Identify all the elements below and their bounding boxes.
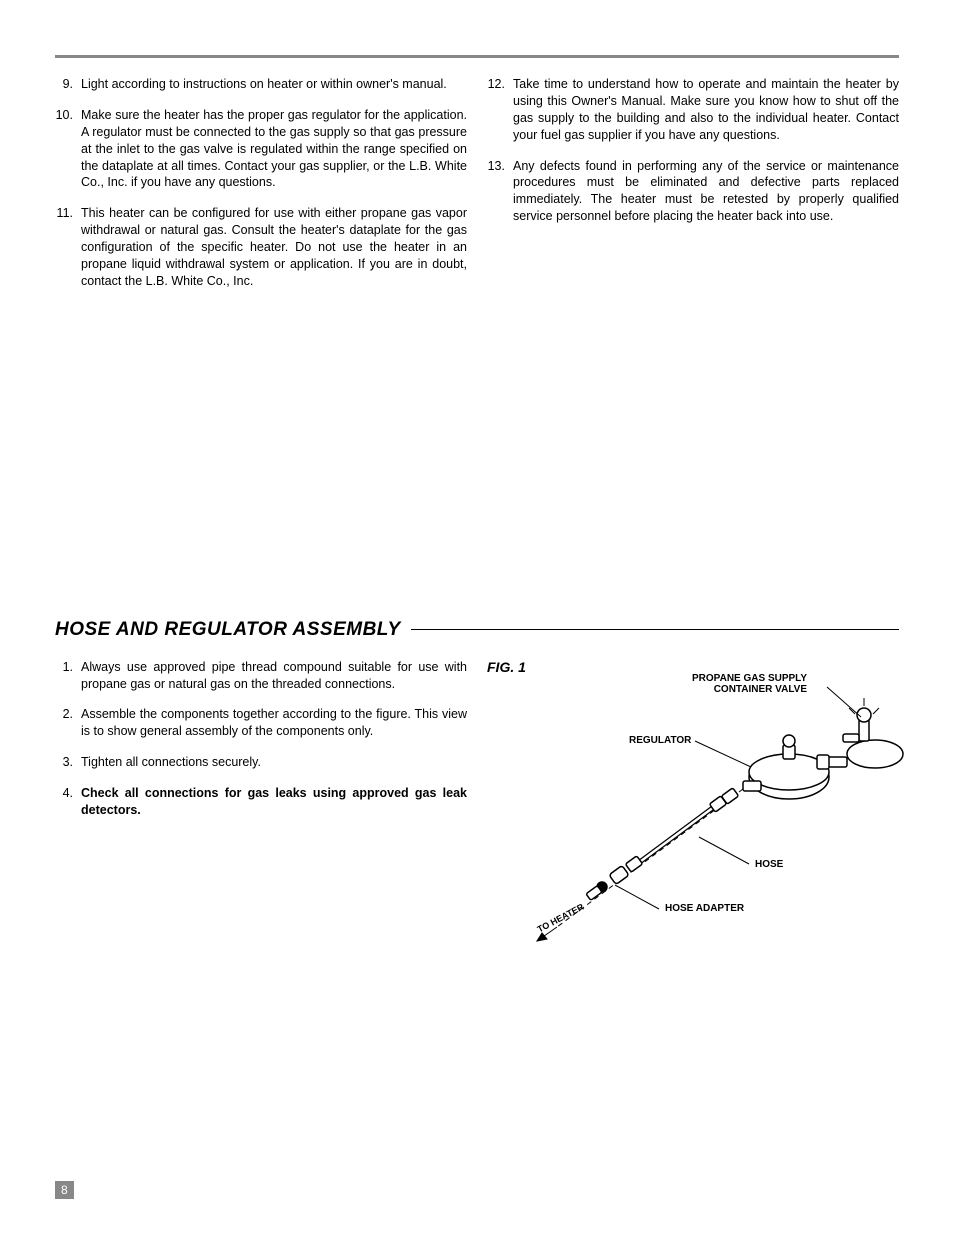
item-number: 12.: [487, 76, 513, 144]
item-number: 13.: [487, 158, 513, 226]
item-text: This heater can be configured for use wi…: [81, 205, 467, 289]
lower-left-column: 1. Always use approved pipe thread compo…: [55, 659, 467, 833]
item-number: 2.: [55, 706, 81, 740]
assembly-diagram: [487, 659, 907, 999]
label-supply-line1: PROPANE GAS SUPPLY: [692, 673, 807, 684]
item-number: 11.: [55, 205, 81, 289]
section-title: HOSE AND REGULATOR ASSEMBLY: [55, 619, 411, 641]
label-supply-line2: CONTAINER VALVE: [700, 684, 807, 695]
lower-columns: 1. Always use approved pipe thread compo…: [55, 659, 899, 833]
item-text: Light according to instructions on heate…: [81, 76, 467, 93]
list-item: 12. Take time to understand how to opera…: [487, 76, 899, 144]
list-item: 4. Check all connections for gas leaks u…: [55, 785, 467, 819]
page-number: 8: [55, 1181, 74, 1199]
item-number: 4.: [55, 785, 81, 819]
top-left-list: 9. Light according to instructions on he…: [55, 76, 467, 290]
label-regulator: REGULATOR: [629, 735, 691, 746]
top-left-column: 9. Light according to instructions on he…: [55, 76, 467, 304]
top-right-list: 12. Take time to understand how to opera…: [487, 76, 899, 225]
label-hose: HOSE: [755, 859, 783, 870]
item-number: 3.: [55, 754, 81, 771]
list-item: 2. Assemble the components together acco…: [55, 706, 467, 740]
label-hose-adapter: HOSE ADAPTER: [665, 903, 744, 914]
top-columns: 9. Light according to instructions on he…: [55, 76, 899, 304]
list-item: 13. Any defects found in performing any …: [487, 158, 899, 226]
section-title-row: HOSE AND REGULATOR ASSEMBLY: [55, 619, 899, 641]
list-item: 10. Make sure the heater has the proper …: [55, 107, 467, 191]
label-supply: PROPANE GAS SUPPLY CONTAINER VALVE: [692, 673, 807, 695]
lower-right-column: FIG. 1: [487, 659, 899, 833]
assembly-list: 1. Always use approved pipe thread compo…: [55, 659, 467, 819]
list-item: 1. Always use approved pipe thread compo…: [55, 659, 467, 693]
item-text: Assemble the components together accordi…: [81, 706, 467, 740]
top-rule: [55, 55, 899, 58]
item-text: Always use approved pipe thread compound…: [81, 659, 467, 693]
item-text: Make sure the heater has the proper gas …: [81, 107, 467, 191]
item-text: Tighten all connections securely.: [81, 754, 467, 771]
item-number: 9.: [55, 76, 81, 93]
item-number: 1.: [55, 659, 81, 693]
list-item: 3. Tighten all connections securely.: [55, 754, 467, 771]
item-text: Take time to understand how to operate a…: [513, 76, 899, 144]
list-item: 11. This heater can be configured for us…: [55, 205, 467, 289]
item-text: Check all connections for gas leaks usin…: [81, 785, 467, 819]
item-text: Any defects found in performing any of t…: [513, 158, 899, 226]
top-right-column: 12. Take time to understand how to opera…: [487, 76, 899, 304]
section-rule: [411, 629, 899, 630]
item-number: 10.: [55, 107, 81, 191]
list-item: 9. Light according to instructions on he…: [55, 76, 467, 93]
